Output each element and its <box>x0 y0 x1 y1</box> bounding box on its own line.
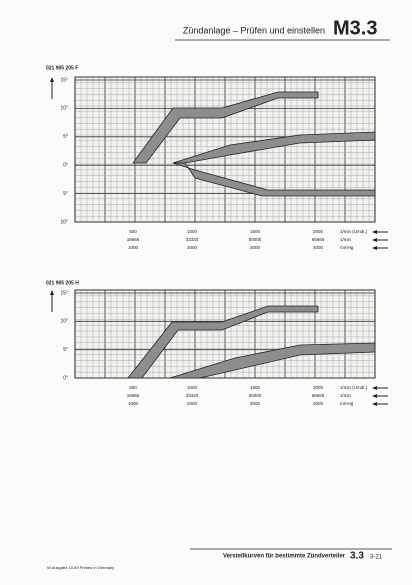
y-label: 10° <box>60 219 68 225</box>
x-label: 2000 <box>313 385 324 390</box>
arrow-head <box>50 77 54 82</box>
x-label: 33333 <box>186 237 199 242</box>
arrow-head <box>372 394 377 398</box>
x-label: 2000 <box>313 229 324 234</box>
band <box>169 342 376 379</box>
y-label: 5° <box>63 134 68 140</box>
x-unit: mmHg <box>340 245 354 250</box>
x-label: 1500 <box>250 229 261 234</box>
x-label: 500 <box>129 385 137 390</box>
x-label: 1000 <box>128 245 139 250</box>
x-label: 3000 <box>250 245 261 250</box>
chart-label: 021 905 205 F <box>46 65 78 71</box>
y-label: 15° <box>60 290 68 296</box>
y-label: 0° <box>63 163 68 169</box>
x-label: 16666 <box>127 393 140 398</box>
x-label: 500 <box>129 229 137 234</box>
header-section: M3.3 <box>333 17 377 39</box>
x-label: 3000 <box>250 401 261 406</box>
header-title: Zündanlage – Prüfen und einstellen <box>183 25 325 35</box>
footer-caption: Verstellkurven für bestimmte Zündverteil… <box>223 554 346 560</box>
x-label: 50000 <box>249 393 262 398</box>
arrow-head <box>372 402 377 406</box>
chart-label: 021 905 205 H <box>46 280 79 286</box>
x-label: 4000 <box>313 401 324 406</box>
arrow-head <box>372 238 377 242</box>
x-unit: 1/min <box>340 393 352 398</box>
y-label: 0° <box>63 375 68 381</box>
footer-imprint: W Ausgabe 10.69 Printed in Germany <box>47 565 114 570</box>
x-label: 2000 <box>187 401 198 406</box>
arrow-head <box>372 386 377 390</box>
band <box>172 162 376 197</box>
y-label: 5° <box>63 191 68 197</box>
x-label: 2000 <box>187 245 198 250</box>
x-label: 50000 <box>249 237 262 242</box>
y-label: 10° <box>60 319 68 325</box>
footer-page: 3-21 <box>370 555 383 561</box>
band <box>127 305 319 379</box>
x-label: 1000 <box>128 401 139 406</box>
x-label: 66666 <box>312 237 325 242</box>
x-label: 4000 <box>313 245 324 250</box>
arrow-head <box>372 230 377 234</box>
y-label: 15° <box>60 77 68 83</box>
footer-section: 3.3 <box>350 551 364 562</box>
x-unit: 1/min (Umdr.) <box>340 229 368 234</box>
x-label: 16666 <box>127 237 140 242</box>
x-label: 1000 <box>187 385 198 390</box>
x-unit: 1/min (Umdr.) <box>340 385 368 390</box>
x-label: 66666 <box>312 393 325 398</box>
x-unit: mmHg <box>340 401 354 406</box>
band <box>172 131 376 164</box>
band <box>132 91 319 164</box>
x-label: 1500 <box>250 385 261 390</box>
arrow-head <box>372 246 377 250</box>
x-label: 1000 <box>187 229 198 234</box>
y-label: 10° <box>60 106 68 112</box>
arrow-head <box>50 290 54 295</box>
y-label: 5° <box>63 347 68 353</box>
x-label: 33333 <box>186 393 199 398</box>
x-unit: 1/min <box>340 237 352 242</box>
